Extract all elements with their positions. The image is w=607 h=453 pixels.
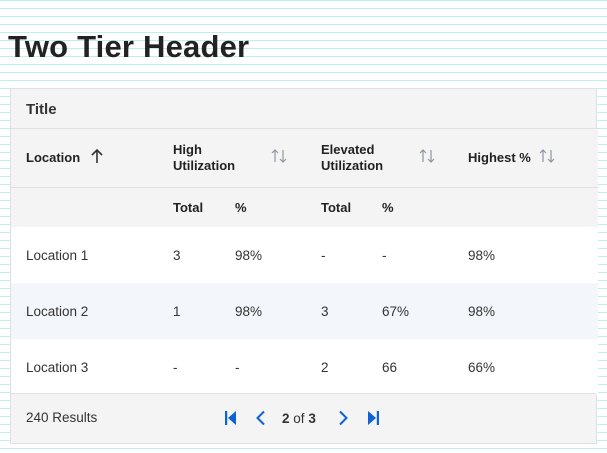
subheader-highest-empty <box>468 187 598 227</box>
cell-highest: 98% <box>468 247 496 263</box>
subheader-elevated-total: Total <box>321 199 352 215</box>
sort-arrows-icon[interactable] <box>419 149 435 166</box>
cell-high-pct: - <box>235 359 240 375</box>
cell-high-total: 3 <box>173 247 181 263</box>
column-header-highest-pct[interactable]: Highest % <box>468 129 598 187</box>
first-page-icon[interactable] <box>216 403 246 433</box>
table-row[interactable]: Location 3 - - 2 66 66% <box>11 339 598 395</box>
subheader-elevated-pct: % <box>382 199 394 215</box>
current-page: 2 <box>282 410 290 426</box>
cell-elevated-total: 2 <box>321 359 329 375</box>
cell-elevated-total: 3 <box>321 303 329 319</box>
chevron-left-icon[interactable] <box>246 403 276 433</box>
data-table-card: Title Location <box>10 88 598 444</box>
arrow-up-icon[interactable] <box>90 148 104 167</box>
cell-elevated-pct: 67% <box>382 303 410 319</box>
cell-location: Location 3 <box>26 359 89 375</box>
total-pages: 3 <box>308 410 316 426</box>
cell-location: Location 2 <box>26 303 89 319</box>
column-header-location[interactable]: Location <box>11 129 173 187</box>
subheader-empty <box>11 187 173 227</box>
data-table: Location High Utilization <box>11 129 598 395</box>
header-row-top: Location High Utilization <box>11 129 598 187</box>
page-title: Two Tier Header <box>8 29 250 64</box>
results-count: 240 Results <box>26 410 98 425</box>
column-header-highest-pct-label: Highest % <box>468 149 531 165</box>
table-row[interactable]: Location 2 1 98% 3 67% 98% <box>11 283 598 339</box>
subheader-high-pct: % <box>235 199 247 215</box>
cell-high-pct: 98% <box>235 247 263 263</box>
last-page-icon[interactable] <box>358 403 388 433</box>
column-header-high-utilization[interactable]: High Utilization <box>173 129 321 187</box>
column-header-elevated-utilization[interactable]: Elevated Utilization <box>321 129 468 187</box>
page-indicator: 2 of 3 <box>282 411 316 426</box>
table-title: Title <box>11 89 596 129</box>
cell-high-pct: 98% <box>235 303 263 319</box>
cell-elevated-pct: 66 <box>382 359 398 375</box>
cell-highest: 66% <box>468 359 496 375</box>
chevron-right-icon[interactable] <box>328 403 358 433</box>
sort-arrows-icon[interactable] <box>539 149 555 166</box>
cell-high-total: 1 <box>173 303 181 319</box>
page-of-label: of <box>293 410 305 426</box>
cell-high-total: - <box>173 359 178 375</box>
cell-location: Location 1 <box>26 247 89 263</box>
column-header-location-label: Location <box>26 149 81 165</box>
table-row[interactable]: Location 1 3 98% - - 98% <box>11 227 598 283</box>
table-footer: 240 Results 2 of 3 <box>11 393 596 443</box>
header-row-sub: Total % Total % <box>11 187 598 227</box>
column-header-high-utilization-label: High Utilization <box>173 141 236 173</box>
pagination: 2 of 3 <box>216 403 388 433</box>
cell-elevated-pct: - <box>382 247 387 263</box>
cell-elevated-total: - <box>321 247 326 263</box>
sort-arrows-icon[interactable] <box>271 149 287 166</box>
subheader-high-total: Total <box>173 199 204 215</box>
cell-highest: 98% <box>468 303 496 319</box>
column-header-elevated-utilization-label: Elevated Utilization <box>321 141 384 173</box>
